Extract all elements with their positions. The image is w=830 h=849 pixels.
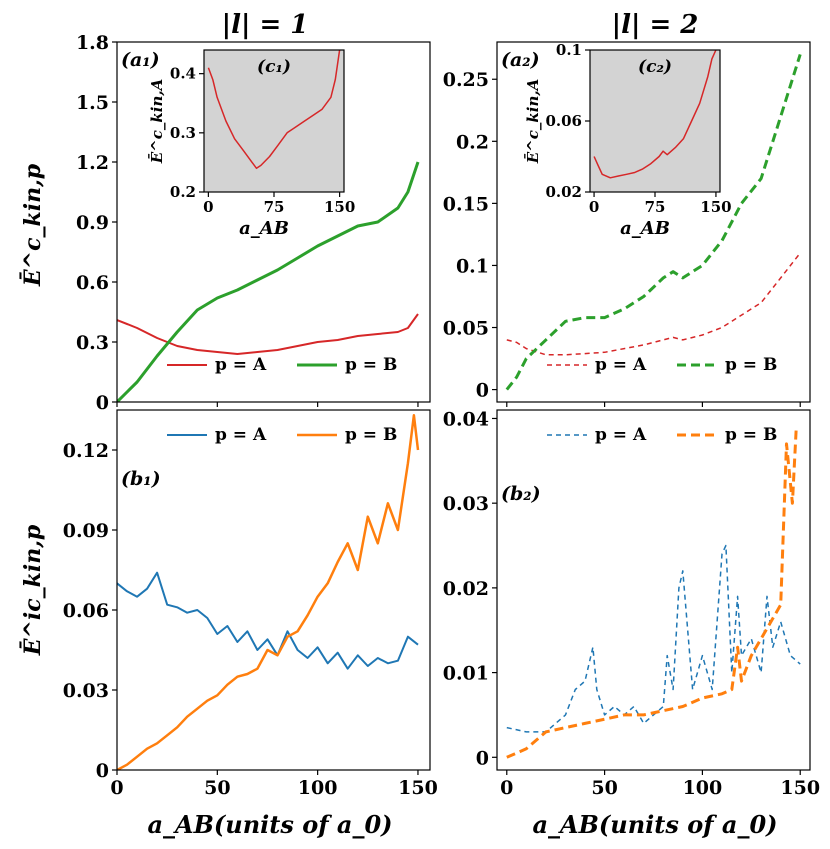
a1-ytick-label-3: 0.9	[76, 212, 109, 234]
c2-ytick-label-0: 0.02	[545, 183, 582, 201]
c1-plot-area	[204, 50, 344, 192]
c2-ytick-label-2: 0.1	[556, 41, 582, 59]
a1-series-1	[117, 161, 420, 402]
c2-plot-area	[590, 50, 720, 192]
b2-ytick-label-4: 0.04	[443, 408, 489, 430]
a2-ytick-label-5: 0.25	[443, 69, 489, 91]
c2-ytick-label-1: 0.06	[545, 112, 582, 130]
column-title-left: |l| = 1	[222, 10, 309, 40]
x-axis-title-right: a_AB(units of a_0)	[532, 810, 777, 839]
b2-xtick-label-1: 50	[591, 777, 617, 799]
y-axis-title-top: Ē^c_kin,p	[19, 163, 46, 287]
c1-ylabel: Ē^c_kin,A	[147, 79, 166, 165]
a1-ytick-label-5: 1.5	[76, 92, 109, 114]
b1-xtick-label-1: 50	[204, 777, 230, 799]
column-title-right: |l| = 2	[612, 10, 699, 40]
y-axis-title-bottom: Ē^ic_kin,p	[19, 524, 46, 656]
b2-ytick-label-3: 0.03	[443, 493, 489, 515]
c1-panel-label: (c₁)	[257, 57, 291, 77]
b2-ytick-label-0: 0	[476, 747, 489, 769]
x-axis-title-left: a_AB(units of a_0)	[147, 810, 392, 839]
c1-ytick-label-0: 0.2	[170, 183, 196, 201]
a2-series-0	[506, 252, 801, 356]
a2-ytick-label-4: 0.2	[456, 131, 489, 153]
b2-ytick-label-1: 0.01	[443, 663, 489, 685]
c1-xtick-label-0: 0	[203, 198, 213, 216]
b1-ytick-label-2: 0.06	[63, 600, 109, 622]
c2-xlabel: a_AB	[620, 218, 670, 239]
a1-ytick-label-6: 1.8	[76, 32, 109, 54]
b1-legend-label-1: p = B	[345, 425, 397, 445]
a1-ytick-label-0: 0	[96, 392, 109, 414]
c1-xlabel: a_AB	[239, 218, 289, 239]
a2-legend-label-0: p = A	[595, 355, 647, 375]
b1-frame	[116, 409, 431, 771]
b1-plot-area	[117, 410, 430, 770]
c1-series-0	[207, 50, 341, 170]
c1-ytick-label-2: 0.4	[170, 65, 196, 83]
b2-xtick-label-2: 100	[683, 777, 723, 799]
c2-ylabel: Ē^c_kin,A	[523, 79, 542, 165]
b1-ytick-label-0: 0	[96, 760, 109, 782]
b1-ytick-label-4: 0.12	[63, 440, 109, 462]
c1-xtick-label-2: 150	[324, 198, 355, 216]
a2-frame	[496, 41, 811, 403]
a2-ytick-label-0: 0	[476, 380, 489, 402]
b1-xtick-label-3: 150	[398, 777, 438, 799]
a1-ytick-label-1: 0.3	[76, 332, 109, 354]
c1-xtick-label-1: 75	[264, 198, 285, 216]
a2-ytick-label-2: 0.1	[456, 255, 489, 277]
b1-panel-label: (b₁)	[121, 468, 161, 490]
a2-series-1	[505, 53, 802, 391]
a1-ytick-label-2: 0.6	[76, 272, 109, 294]
a1-series-0	[117, 313, 419, 355]
c2-series-0	[593, 50, 717, 179]
a1-panel-label: (a₁)	[121, 49, 160, 71]
b1-ytick-label-3: 0.09	[63, 520, 109, 542]
panel-b1: 0 0.03 0.06 0.09 0.12 0 50 100 150 (b₁) p = A p = B	[63, 409, 438, 799]
b2-legend-label-1: p = B	[725, 425, 777, 445]
inset-c1: 0.2 0.3 0.4 0 75 150 (c₁) a_AB Ē^c_kin,A	[147, 49, 355, 239]
b2-legend-label-0: p = A	[595, 425, 647, 445]
a2-ytick-label-3: 0.15	[443, 193, 489, 215]
b2-plot-area	[497, 410, 810, 770]
a1-legend-label-1: p = B	[345, 355, 397, 375]
a2-ytick-label-1: 0.05	[443, 318, 489, 340]
inset-c2: 0.02 0.06 0.1 0 75 150 (c₂) a_AB Ē^c_kin,A	[523, 41, 732, 239]
b1-ytick-label-1: 0.03	[63, 680, 109, 702]
b1-series-1	[117, 414, 420, 770]
a2-legend-label-1: p = B	[725, 355, 777, 375]
b2-xtick-label-3: 150	[780, 777, 820, 799]
a1-ytick-label-4: 1.2	[76, 152, 109, 174]
b1-legend-label-0: p = A	[215, 425, 267, 445]
c2-xtick-label-0: 0	[589, 198, 599, 216]
b2-ytick-label-2: 0.02	[443, 578, 489, 600]
a2-panel-label: (a₂)	[501, 49, 540, 71]
b1-series-0	[117, 571, 419, 670]
b1-xtick-label-2: 100	[298, 777, 338, 799]
c1-ytick-label-1: 0.3	[170, 124, 196, 142]
b2-frame	[496, 409, 811, 771]
c2-panel-label: (c₂)	[638, 57, 672, 77]
b2-xtick-label-0: 0	[500, 777, 513, 799]
b1-xtick-label-0: 0	[110, 777, 123, 799]
a1-legend-label-0: p = A	[215, 355, 267, 375]
c2-xtick-label-1: 75	[645, 198, 666, 216]
c2-xtick-label-2: 150	[700, 198, 731, 216]
panel-b2: 0 0.01 0.02 0.03 0.04 0 50 100 150 (b₂) p = A p = B	[443, 408, 820, 799]
b2-panel-label: (b₂)	[501, 483, 541, 505]
b2-series-1	[506, 426, 798, 759]
